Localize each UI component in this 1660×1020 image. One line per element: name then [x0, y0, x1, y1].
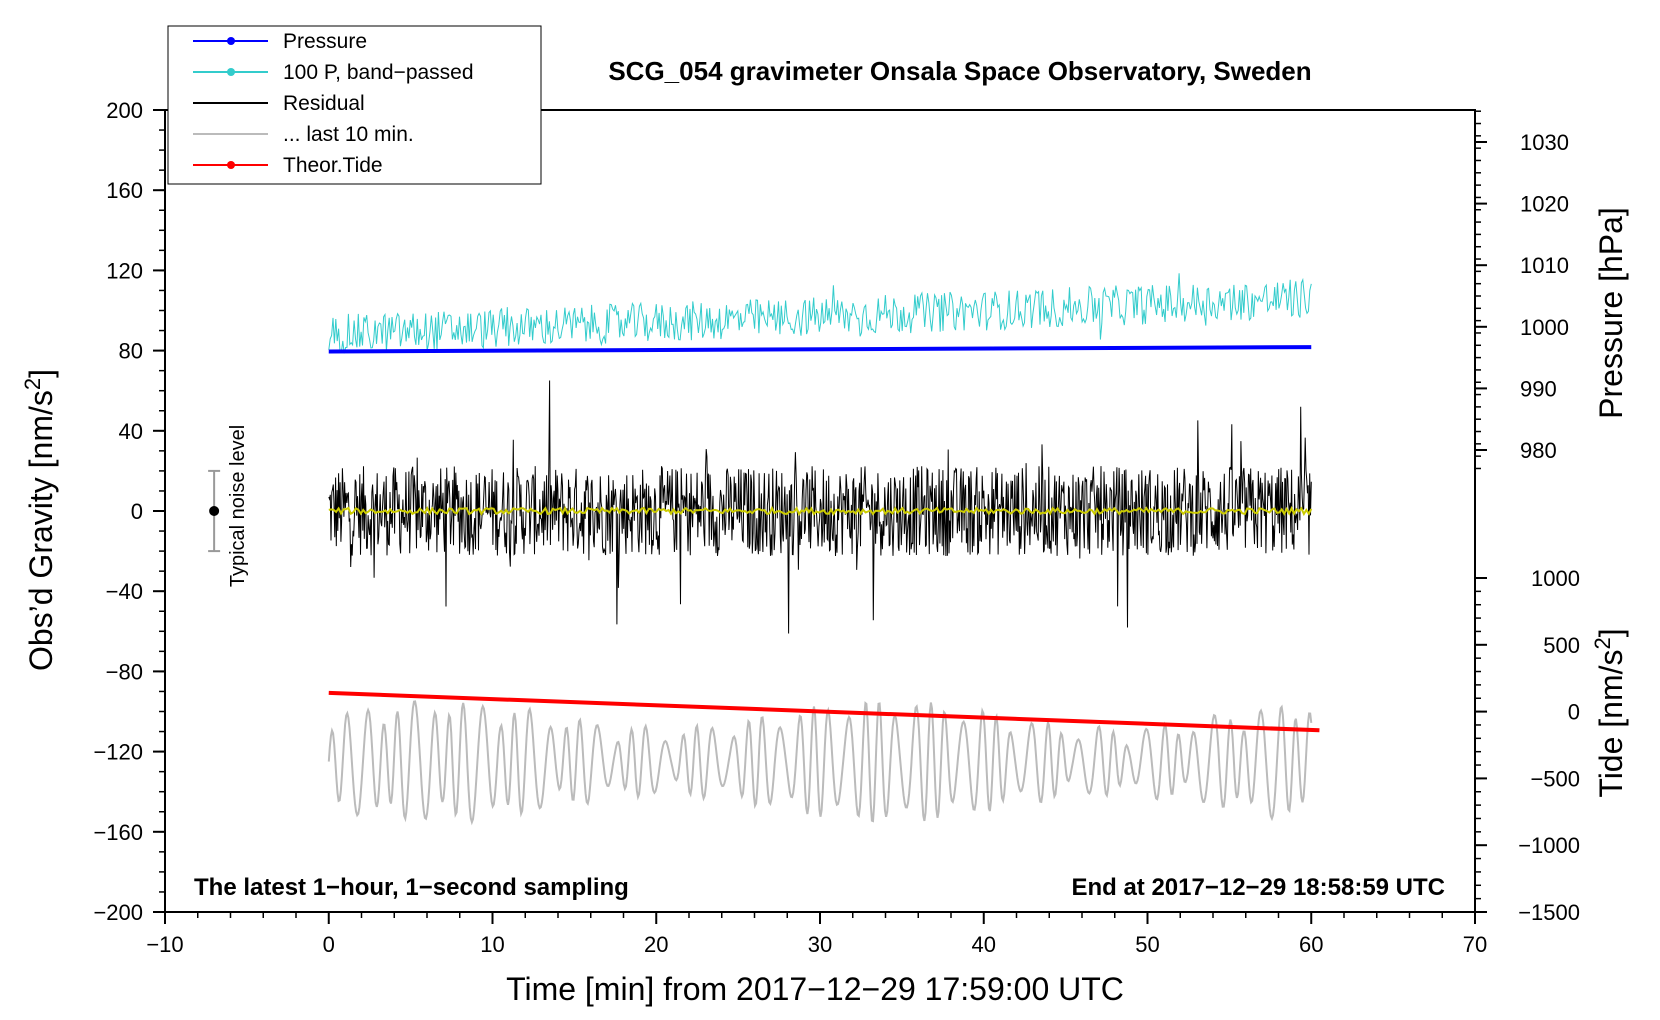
x-tick-label: 40 — [972, 932, 996, 957]
x-tick-label: 60 — [1299, 932, 1323, 957]
legend-label: Theor.Tide — [283, 154, 383, 177]
pressure-line — [328, 345, 1312, 354]
band-passed-pressure-line — [328, 273, 1312, 354]
y-tick-label: 80 — [119, 339, 143, 364]
y-tick-label: 120 — [106, 258, 143, 283]
y-tick-label: 0 — [131, 499, 143, 524]
legend-marker — [227, 68, 235, 76]
x-axis-title: Time [min] from 2017−12−29 17:59:00 UTC — [506, 971, 1124, 1007]
last-10-min-line — [327, 700, 1313, 826]
pressure-tick-label: 1010 — [1520, 253, 1569, 278]
tide-tick-label: 0 — [1568, 700, 1580, 725]
tide-tick-label: −1000 — [1518, 833, 1580, 858]
y-tick-label: −160 — [93, 820, 143, 845]
x-tick-label: 30 — [808, 932, 832, 957]
y-tick-label: −80 — [106, 659, 143, 684]
pressure-axis-title: Pressure [hPa] — [1593, 207, 1629, 419]
x-tick-label: 70 — [1463, 932, 1487, 957]
series-layer — [327, 273, 1320, 826]
y-tick-label: 200 — [106, 98, 143, 123]
x-tick-label: 50 — [1135, 932, 1159, 957]
sampling-annotation: The latest 1−hour, 1−second sampling — [194, 874, 629, 901]
pressure-tick-label: 1030 — [1520, 130, 1569, 155]
noise-level-label: Typical noise level — [227, 425, 249, 587]
x-tick-label: 20 — [644, 932, 668, 957]
y-tick-label: −40 — [106, 579, 143, 604]
y-tick-label: −120 — [93, 740, 143, 765]
pressure-tick-label: 1020 — [1520, 192, 1569, 217]
y-tick-label: 40 — [119, 419, 143, 444]
tide-tick-label: 500 — [1543, 633, 1580, 658]
tide-tick-label: −500 — [1530, 766, 1580, 791]
tide-axis-title: Tide [nm/s2] — [1590, 628, 1629, 797]
legend-marker — [227, 37, 235, 45]
legend: Pressure 100 P, band−passed Residual ... la… — [167, 25, 542, 185]
pressure-tick-label: 990 — [1520, 376, 1557, 401]
y-tick-label: −200 — [93, 900, 143, 925]
legend-marker — [227, 161, 235, 169]
residual-smoothed-line — [328, 505, 1313, 517]
pressure-tick-label: 1000 — [1520, 315, 1569, 340]
legend-label: 100 P, band−passed — [283, 61, 474, 84]
tide-line — [328, 690, 1320, 733]
legend-label: Residual — [283, 92, 365, 115]
end-time-annotation: End at 2017−12−29 18:58:59 UTC — [1071, 874, 1445, 901]
tide-tick-label: −1500 — [1518, 900, 1580, 925]
legend-label: Pressure — [283, 30, 367, 53]
y-tick-label: 160 — [106, 178, 143, 203]
x-tick-label: 0 — [323, 932, 335, 957]
legend-label: ... last 10 min. — [283, 123, 414, 146]
residual-line — [328, 380, 1312, 634]
noise-center-dot — [209, 506, 220, 516]
chart-title: SCG_054 gravimeter Onsala Space Observat… — [608, 56, 1311, 86]
noise-level-indicator — [208, 469, 221, 553]
pressure-tick-label: 980 — [1520, 438, 1557, 463]
legend-box — [167, 25, 542, 185]
y-axis-title-left: Obs’d Gravity [nm/s2] — [20, 369, 59, 671]
x-tick-label: 10 — [480, 932, 504, 957]
x-tick-label: −10 — [146, 932, 183, 957]
tide-tick-label: 1000 — [1531, 566, 1580, 591]
axis-layer: −10 0 10 20 30 40 50 60 70−200−160−120−80−400408… — [93, 98, 1580, 957]
